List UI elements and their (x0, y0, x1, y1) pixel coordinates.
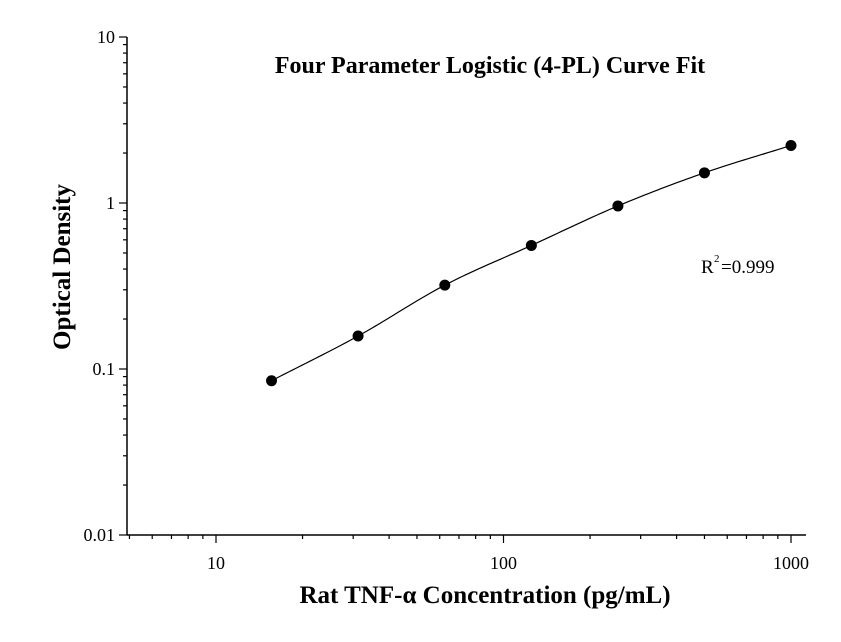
x-tick-label: 100 (490, 553, 517, 573)
chart-title: Four Parameter Logistic (4-PL) Curve Fit (275, 53, 705, 79)
y-tick-labels: 0.01 0.1 1 10 (84, 27, 116, 545)
y-ticks (119, 36, 127, 536)
r-squared-value: =0.999 (721, 257, 774, 278)
data-points (266, 140, 797, 387)
data-point (266, 375, 278, 387)
x-axis-title: Rat TNF-α Concentration (pg/mL) (299, 582, 670, 609)
y-axis-title: Optical Density (49, 184, 76, 350)
data-point (612, 200, 624, 212)
x-tick-labels: 10 100 1000 (207, 553, 809, 573)
r-squared-label: R (701, 257, 714, 278)
data-point (439, 279, 451, 291)
x-tick-label: 1000 (773, 553, 809, 573)
r-squared-annotation: R 2 =0.999 (701, 253, 774, 278)
y-tick-label: 1 (106, 193, 115, 213)
axes (126, 37, 806, 536)
y-tick-label: 10 (97, 27, 115, 47)
x-ticks (128, 535, 792, 543)
data-point (785, 140, 797, 152)
r-squared-exponent: 2 (714, 253, 720, 265)
y-tick-label: 0.01 (84, 525, 116, 545)
data-point (352, 330, 364, 342)
data-point (698, 167, 710, 179)
x-tick-label: 10 (207, 553, 225, 573)
y-tick-label: 0.1 (93, 359, 116, 379)
data-point (525, 239, 537, 251)
